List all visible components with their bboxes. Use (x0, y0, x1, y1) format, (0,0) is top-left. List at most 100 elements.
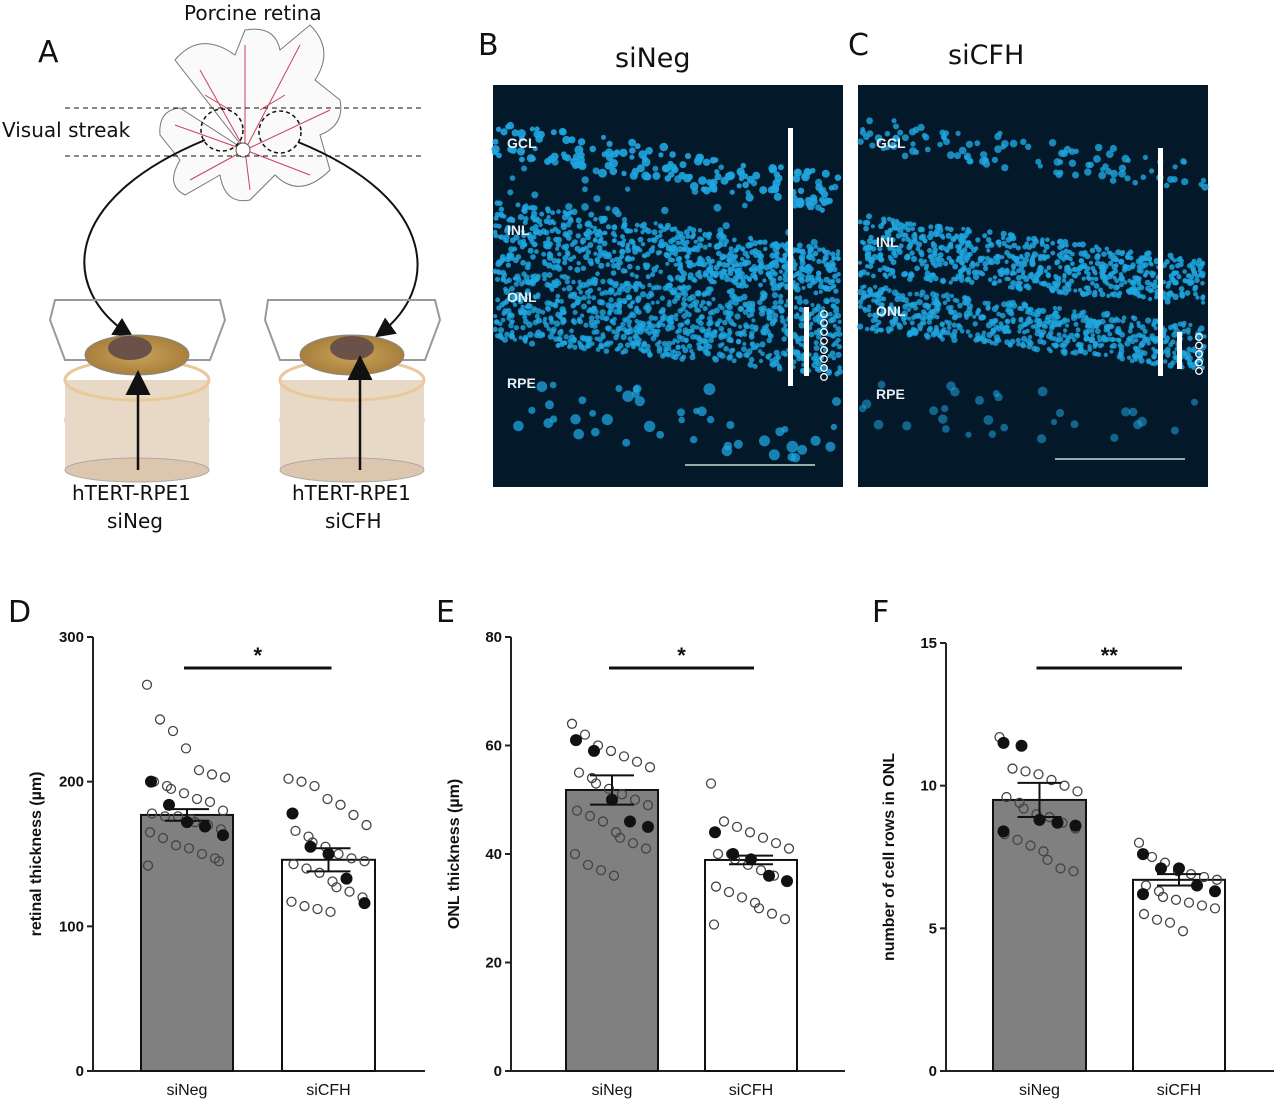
nucleus (807, 247, 814, 254)
nucleus (760, 329, 767, 336)
nucleus (743, 352, 749, 358)
cell-row-circle (820, 373, 828, 381)
nucleus (1040, 237, 1045, 242)
nucleus (522, 314, 528, 320)
nucleus (1060, 243, 1066, 248)
nucleus (515, 202, 521, 208)
nucleus (698, 345, 704, 350)
nucleus (1178, 255, 1183, 261)
nucleus (1057, 306, 1062, 311)
nucleus (975, 395, 984, 405)
nucleus (749, 333, 754, 338)
data-point (757, 832, 769, 843)
nucleus (707, 315, 713, 322)
nucleus (880, 234, 886, 240)
nucleus (776, 366, 783, 372)
nucleus (1106, 273, 1113, 280)
nucleus (683, 229, 690, 236)
nucleus (1048, 325, 1055, 331)
nucleus (1057, 238, 1064, 245)
nucleus (957, 302, 963, 309)
nucleus (1144, 336, 1151, 343)
nucleus (1084, 168, 1092, 176)
nucleus (857, 288, 864, 296)
nucleus (1102, 263, 1109, 270)
nucleus (1090, 332, 1096, 338)
nucleus (799, 335, 806, 342)
nucleus (834, 298, 840, 305)
nucleus (1011, 319, 1016, 325)
nucleus (773, 192, 782, 201)
nucleus (949, 258, 954, 264)
nucleus (921, 132, 928, 139)
nucleus (1093, 276, 1099, 282)
nucleus (1189, 280, 1195, 285)
nucleus (818, 289, 823, 294)
nucleus (605, 262, 611, 268)
nucleus (810, 435, 821, 446)
nucleus (1108, 316, 1116, 324)
nucleus (864, 326, 870, 332)
nucleus (866, 238, 874, 245)
nucleus (599, 309, 606, 316)
nucleus (611, 263, 617, 269)
nucleus (948, 309, 954, 314)
nucleus (1180, 294, 1185, 299)
nucleus (518, 309, 524, 316)
nucleus (951, 276, 957, 282)
nucleus (923, 294, 930, 301)
significance-label: * (253, 643, 262, 668)
nucleus (622, 222, 628, 228)
nucleus (964, 258, 969, 263)
nucleus (733, 439, 743, 449)
nucleus (610, 230, 617, 237)
nucleus (540, 228, 547, 235)
nucleus (895, 233, 902, 239)
data-point (569, 848, 581, 860)
data-point (1177, 926, 1189, 937)
nucleus (781, 336, 787, 342)
nucleus (1167, 252, 1174, 259)
nucleus (533, 276, 540, 283)
nucleus (927, 314, 934, 321)
nucleus (882, 272, 888, 278)
nucleus (1162, 280, 1167, 285)
nucleus (492, 326, 498, 332)
nucleus (1001, 240, 1007, 246)
nucleus (910, 141, 916, 147)
nucleus (681, 354, 687, 360)
nucleus (958, 146, 967, 155)
nucleus (521, 204, 527, 210)
nucleus (718, 241, 723, 246)
nucleus (1109, 336, 1115, 343)
data-point (1042, 854, 1053, 866)
nucleus (601, 334, 606, 340)
nucleus (1130, 315, 1136, 320)
nucleus (1053, 282, 1059, 287)
nucleus (942, 300, 948, 306)
nucleus (902, 321, 908, 326)
nucleus (1004, 250, 1010, 256)
nucleus (1039, 241, 1045, 247)
nucleus (1045, 314, 1051, 320)
nucleus (705, 255, 711, 262)
nucleus (989, 330, 996, 336)
nucleus (773, 262, 780, 269)
nucleus (946, 151, 955, 160)
nucleus (808, 331, 815, 338)
nucleus (509, 332, 515, 337)
nucleus (500, 128, 508, 136)
nucleus (981, 330, 987, 335)
nucleus (863, 133, 870, 140)
nucleus (896, 323, 904, 330)
nucleus (758, 282, 763, 288)
nucleus (627, 336, 633, 342)
nucleus (633, 384, 642, 393)
nucleus (682, 327, 689, 333)
nucleus (870, 246, 877, 252)
nucleus (632, 284, 638, 290)
nucleus (994, 145, 1002, 153)
data-point-mean (1209, 885, 1221, 898)
data-point-mean (588, 744, 600, 757)
data-point (178, 788, 190, 799)
